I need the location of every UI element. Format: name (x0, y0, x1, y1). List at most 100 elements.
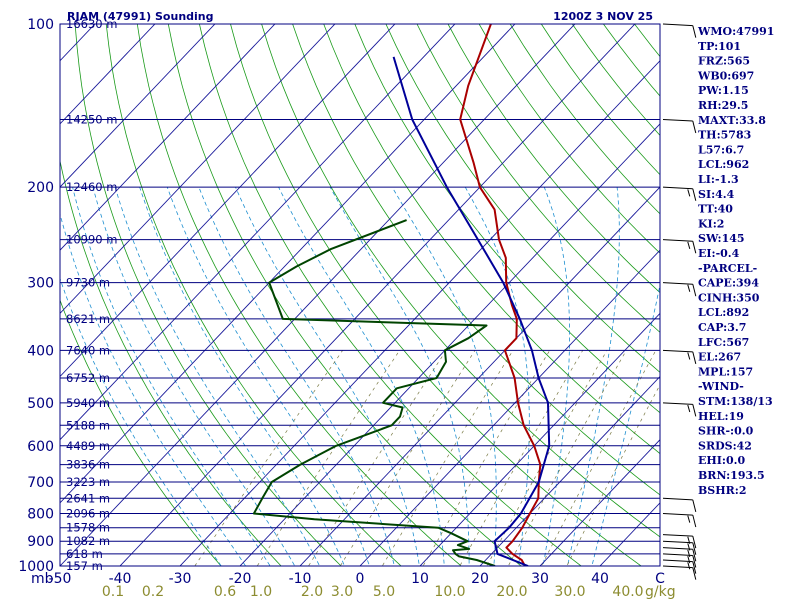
height-label: 1578 m (66, 521, 110, 535)
temperature-tick-label: -50 (49, 571, 72, 587)
mixing-ratio-line (339, 350, 476, 566)
index-item: -PARCEL- (698, 262, 757, 275)
index-item: EI:-0.4 (698, 247, 740, 260)
mixing-ratio-tick-label: 20.0 (496, 584, 527, 600)
pressure-unit-label: mb (31, 571, 54, 587)
index-item: MPL:157 (698, 365, 753, 378)
height-label: 9730 m (66, 276, 110, 290)
index-item: TT:40 (698, 203, 733, 216)
isotherm (179, 60, 660, 566)
index-item: WB0:697 (697, 69, 754, 82)
index-item: CAP:3.7 (698, 321, 746, 334)
dry-adiabat (105, 24, 402, 566)
wind-barb-staff (662, 534, 693, 537)
wind-barb-staff (662, 497, 693, 501)
height-label: 16630 m (66, 17, 117, 31)
temperature-tick-label: 0 (356, 571, 365, 587)
wind-barb-flag (692, 536, 697, 549)
height-label: 5940 m (66, 396, 110, 410)
index-item: MAXT:33.8 (698, 114, 766, 127)
index-item: BRN:193.5 (698, 469, 765, 482)
wind-barb-flag (692, 514, 697, 528)
dry-adiabat (136, 24, 462, 566)
mixing-ratio-tick-label: 5.0 (373, 584, 395, 600)
mixing-ratio-tick-label: 1.0 (250, 584, 272, 600)
index-item: CINH:350 (698, 291, 760, 304)
wind-barb-staff (662, 553, 693, 557)
wind-barb-staff (662, 512, 693, 516)
index-item: SW:145 (698, 232, 745, 245)
index-item: TP:101 (698, 40, 741, 53)
pressure-tick-label: 500 (27, 396, 54, 412)
moist-adiabat (591, 283, 660, 566)
wind-barb-halfflag (687, 549, 691, 557)
dry-adiabat (167, 24, 522, 566)
index-item: HEL:19 (698, 410, 744, 423)
dry-adiabat (60, 158, 282, 566)
moist-adiabat (464, 187, 530, 566)
dry-adiabat (447, 24, 660, 294)
isotherm (60, 24, 396, 378)
wind-barb-halfflag (687, 241, 691, 250)
moist-adiabat (60, 212, 247, 566)
mixing-ratio-line (541, 350, 657, 566)
mixing-ratio-line (566, 384, 660, 566)
temperature-tick-label: 20 (471, 571, 489, 587)
mixing-ratio-line (486, 350, 608, 566)
mixing-ratio-tick-label: 40.0 (612, 584, 643, 600)
mixing-ratio-line (381, 350, 514, 566)
moist-adiabat (235, 187, 420, 566)
dewpoint-profile (252, 219, 496, 566)
wind-barb-halfflag (687, 284, 691, 292)
dry-adiabat (60, 299, 222, 566)
dry-adiabat (323, 24, 660, 455)
mixing-ratio-line (256, 350, 400, 566)
height-label: 3836 m (66, 458, 110, 472)
isotherm (60, 24, 576, 566)
isotherm (359, 249, 660, 566)
index-item: PW:1.15 (698, 84, 749, 97)
pressure-tick-label: 600 (27, 439, 54, 455)
index-item: SHR-:0.0 (698, 425, 754, 438)
index-item: L57:6.7 (698, 143, 744, 156)
moist-adiabat (198, 187, 395, 566)
height-label: 6752 m (66, 371, 110, 385)
plot-frame (59, 23, 661, 567)
pressure-tick-label: 100 (27, 17, 54, 33)
chart-title: RJAM (47991) Sounding (67, 10, 214, 23)
moist-adiabat (391, 186, 497, 566)
dry-adiabat (478, 24, 660, 254)
moist-adiabat (567, 187, 620, 566)
wind-barb-halfflag (687, 536, 691, 544)
pressure-tick-label: 900 (27, 534, 54, 550)
wind-barb-flag (692, 25, 697, 38)
index-item: WMO:47991 (697, 25, 774, 38)
index-item: RH:29.5 (698, 99, 748, 112)
wind-barb-staff (662, 186, 693, 190)
wind-barb-flag (692, 549, 697, 562)
pressure-tick-label: 200 (27, 180, 54, 196)
wind-barb-flag (692, 567, 697, 580)
wind-barb-staff (662, 239, 693, 242)
index-item: -WIND- (698, 380, 744, 393)
moist-adiabat (60, 277, 222, 566)
wind-barb-halfflag (687, 562, 691, 570)
wind-barb-flag (692, 542, 697, 555)
index-item: FRZ:565 (698, 55, 750, 68)
temperature-tick-label: 10 (411, 571, 429, 587)
temperature-tick-label: -10 (289, 571, 312, 587)
index-item: BSHR:2 (698, 484, 747, 497)
height-label: 2641 m (66, 491, 110, 505)
wind-barb-flag (692, 404, 697, 417)
temperature-tick-label: -40 (109, 571, 132, 587)
isotherm (299, 186, 660, 566)
mixing-ratio-tick-label: 0.6 (214, 584, 236, 600)
moist-adiabat (139, 187, 345, 566)
dry-adiabat (790, 24, 800, 578)
pressure-tick-label: 1000 (18, 559, 54, 575)
wind-barb-flag (692, 120, 697, 134)
chart-datetime: 1200Z 3 NOV 25 (553, 10, 653, 23)
